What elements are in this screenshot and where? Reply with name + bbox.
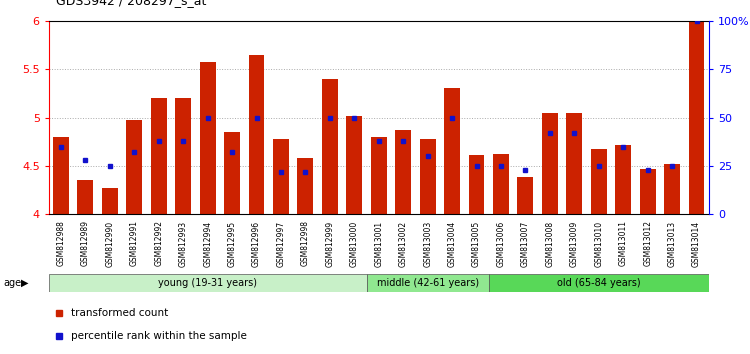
- Bar: [566, 113, 582, 214]
- Bar: [370, 137, 387, 214]
- Bar: [200, 62, 215, 214]
- Bar: [102, 188, 118, 214]
- Bar: [346, 116, 362, 214]
- Text: old (65-84 years): old (65-84 years): [557, 278, 640, 288]
- Bar: [224, 132, 240, 214]
- Bar: [298, 158, 314, 214]
- Bar: [493, 154, 509, 214]
- Bar: [688, 21, 704, 214]
- Bar: [176, 98, 191, 214]
- Bar: [615, 145, 632, 214]
- Bar: [273, 139, 289, 214]
- Bar: [77, 181, 93, 214]
- Bar: [420, 139, 436, 214]
- Bar: [542, 113, 558, 214]
- Bar: [322, 79, 338, 214]
- Bar: [489, 274, 709, 292]
- Bar: [664, 164, 680, 214]
- Bar: [469, 155, 484, 214]
- Bar: [591, 149, 607, 214]
- Bar: [248, 55, 265, 214]
- Text: percentile rank within the sample: percentile rank within the sample: [70, 331, 247, 341]
- Bar: [367, 274, 489, 292]
- Bar: [53, 137, 69, 214]
- Text: age: age: [4, 278, 22, 288]
- Bar: [151, 98, 166, 214]
- Bar: [395, 130, 411, 214]
- Text: young (19-31 years): young (19-31 years): [158, 278, 257, 288]
- Text: GDS3942 / 208297_s_at: GDS3942 / 208297_s_at: [56, 0, 206, 7]
- Bar: [49, 274, 367, 292]
- Bar: [444, 88, 460, 214]
- Text: ▶: ▶: [21, 278, 28, 288]
- Bar: [518, 177, 533, 214]
- Bar: [126, 120, 142, 214]
- Bar: [640, 169, 656, 214]
- Text: transformed count: transformed count: [70, 308, 168, 318]
- Text: middle (42-61 years): middle (42-61 years): [376, 278, 478, 288]
